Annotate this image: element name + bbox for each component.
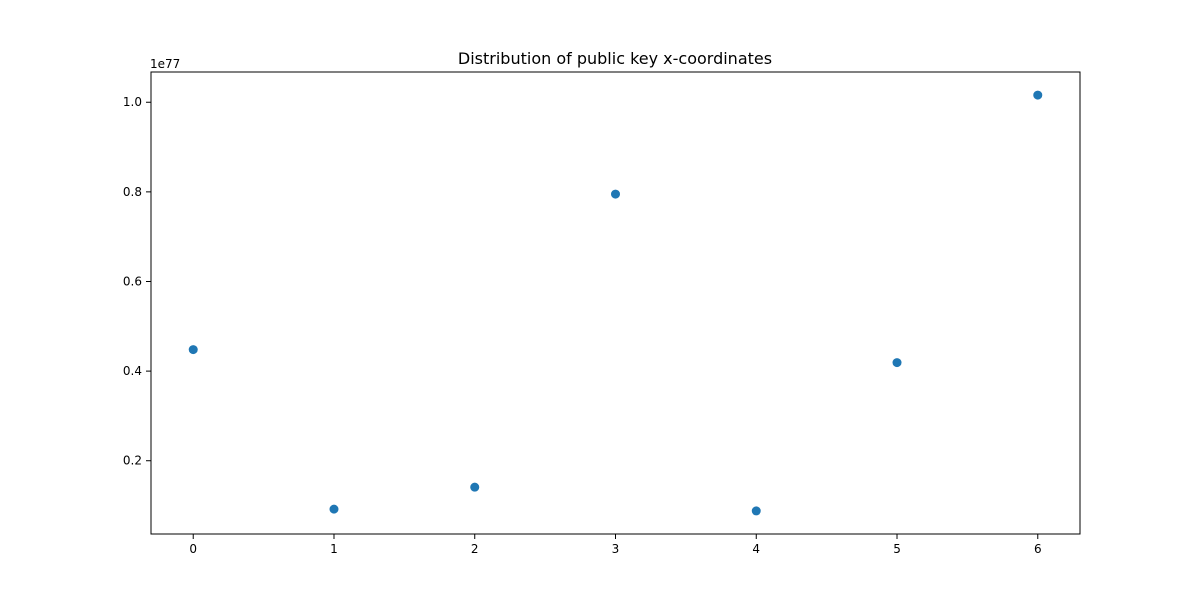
x-tick-label: 0 xyxy=(189,542,197,556)
x-tick-label: 2 xyxy=(471,542,479,556)
plot-frame xyxy=(150,71,1081,535)
y-tick-label: 0.4 xyxy=(123,364,142,378)
data-point xyxy=(1033,90,1043,100)
x-tick-label: 1 xyxy=(330,542,338,556)
y-tick-label: 0.6 xyxy=(123,274,142,288)
data-point xyxy=(188,345,198,355)
data-point xyxy=(470,482,480,492)
data-point xyxy=(751,506,761,516)
y-tick-label: 0.8 xyxy=(123,185,142,199)
x-tick-label: 4 xyxy=(752,542,760,556)
y-tick-label: 0.2 xyxy=(123,454,142,468)
x-tick-label: 5 xyxy=(893,542,901,556)
plot-area: 0 1 2 3 4 5 6 0.2 0.4 0.6 0.8 1.0 xyxy=(123,71,1081,556)
x-tick-label: 3 xyxy=(612,542,620,556)
y-tick-label: 1.0 xyxy=(123,95,142,109)
y-axis-offset-label: 1e77 xyxy=(150,57,180,71)
chart-title: Distribution of public key x-coordinates xyxy=(458,49,772,68)
data-point xyxy=(892,358,902,368)
data-point xyxy=(611,189,620,199)
data-point xyxy=(329,504,339,514)
x-tick-label: 6 xyxy=(1034,542,1042,556)
